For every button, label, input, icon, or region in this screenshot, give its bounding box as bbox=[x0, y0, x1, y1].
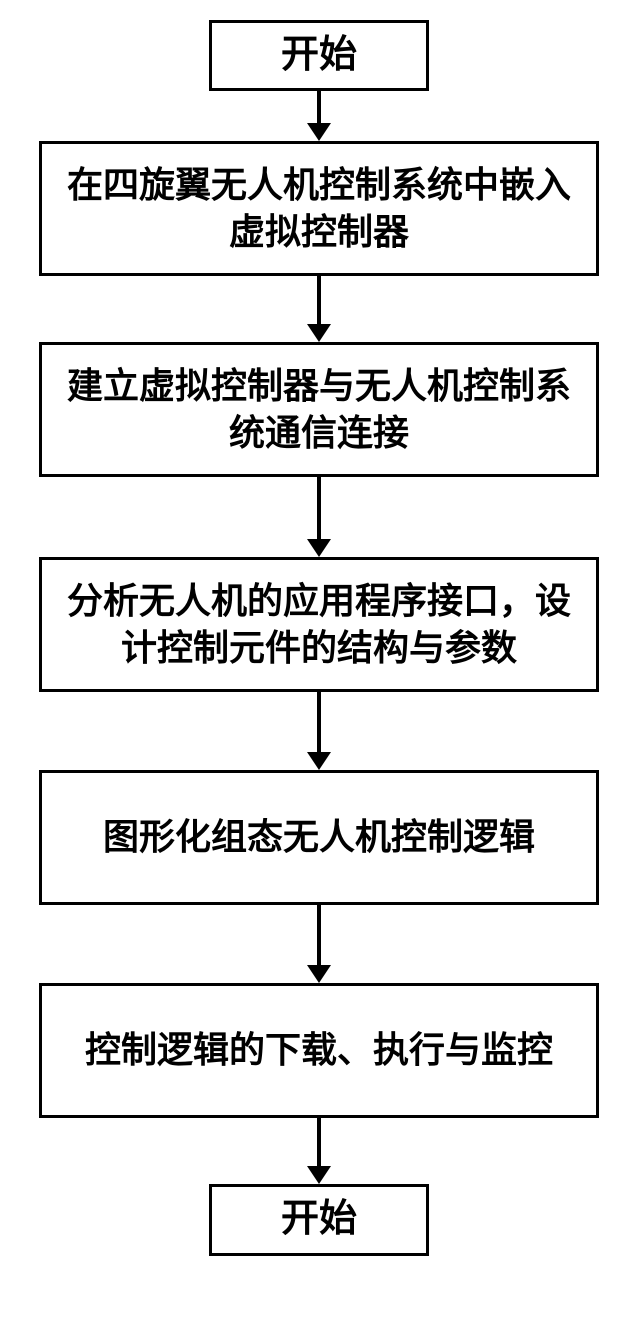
arrow-line bbox=[317, 692, 321, 752]
process-step2: 建立虚拟控制器与无人机控制系统通信连接 bbox=[39, 342, 599, 477]
arrow-3 bbox=[307, 692, 331, 770]
arrow-line bbox=[317, 276, 321, 324]
arrow-line bbox=[317, 477, 321, 539]
end-terminal: 开始 bbox=[209, 1184, 429, 1255]
arrow-head-icon bbox=[307, 123, 331, 141]
process-step1: 在四旋翼无人机控制系统中嵌入虚拟控制器 bbox=[39, 141, 599, 276]
flowchart-container: 开始 在四旋翼无人机控制系统中嵌入虚拟控制器 建立虚拟控制器与无人机控制系统通信… bbox=[0, 20, 638, 1256]
process-step5: 控制逻辑的下载、执行与监控 bbox=[39, 983, 599, 1118]
arrow-0 bbox=[307, 91, 331, 141]
arrow-line bbox=[317, 905, 321, 965]
arrow-head-icon bbox=[307, 752, 331, 770]
arrow-4 bbox=[307, 905, 331, 983]
process-step3: 分析无人机的应用程序接口，设计控制元件的结构与参数 bbox=[39, 557, 599, 692]
step1-label: 在四旋翼无人机控制系统中嵌入虚拟控制器 bbox=[54, 162, 584, 256]
arrow-2 bbox=[307, 477, 331, 557]
arrow-5 bbox=[307, 1118, 331, 1184]
step5-label: 控制逻辑的下载、执行与监控 bbox=[85, 1027, 553, 1074]
step3-label: 分析无人机的应用程序接口，设计控制元件的结构与参数 bbox=[54, 578, 584, 672]
step2-label: 建立虚拟控制器与无人机控制系统通信连接 bbox=[54, 363, 584, 457]
arrow-head-icon bbox=[307, 1166, 331, 1184]
start-terminal: 开始 bbox=[209, 20, 429, 91]
arrow-head-icon bbox=[307, 324, 331, 342]
arrow-line bbox=[317, 91, 321, 123]
arrow-head-icon bbox=[307, 539, 331, 557]
process-step4: 图形化组态无人机控制逻辑 bbox=[39, 770, 599, 905]
step4-label: 图形化组态无人机控制逻辑 bbox=[103, 814, 535, 861]
arrow-head-icon bbox=[307, 965, 331, 983]
end-label: 开始 bbox=[281, 1195, 357, 1244]
arrow-line bbox=[317, 1118, 321, 1166]
arrow-1 bbox=[307, 276, 331, 342]
start-label: 开始 bbox=[281, 31, 357, 80]
